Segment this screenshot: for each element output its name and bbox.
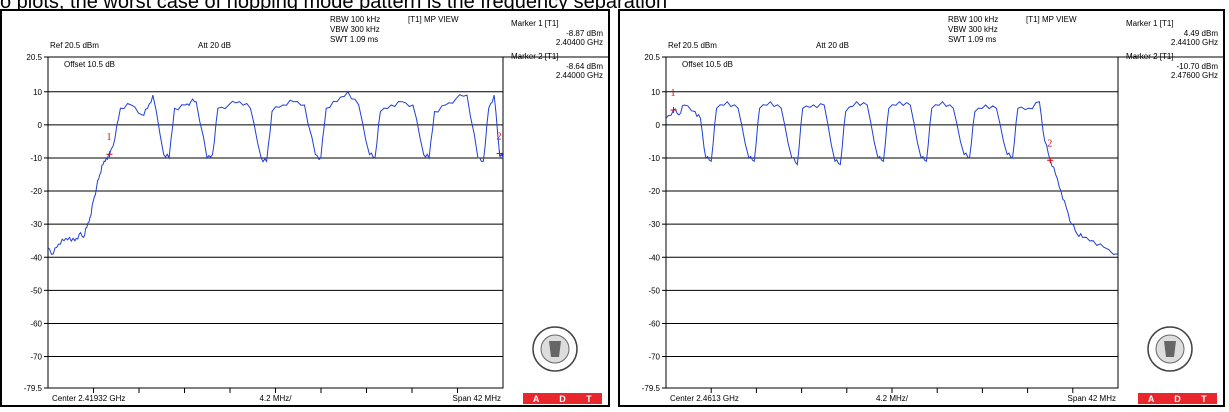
marker-1-number: 1	[107, 132, 112, 143]
marker-2-level: -10.70 dBm	[1177, 62, 1219, 71]
span-label: Span 42 MHz	[1068, 394, 1116, 403]
y-tick-label: -10	[648, 154, 660, 163]
center-frequency-label: Center 2.41932 GHz	[52, 394, 125, 403]
division-label: 4.2 MHz/	[259, 394, 292, 403]
y-tick-label: -30	[648, 220, 660, 229]
spectrum-panel-right: RBW 100 kHz VBW 300 kHz SWT 1.09 ms [T1] MP…	[618, 9, 1225, 407]
adt-letter: T	[1201, 394, 1207, 404]
plot-frame	[665, 56, 1119, 389]
y-tick-label: 0	[38, 121, 43, 130]
y-tick-label: 10	[651, 88, 660, 97]
y-tick-label: -40	[30, 253, 42, 262]
y-tick-label: -20	[648, 187, 660, 196]
ref-level-label: Ref 20.5 dBm	[50, 41, 99, 50]
view-label: [T1] MP VIEW	[408, 15, 459, 24]
y-tick-label: -30	[30, 220, 42, 229]
rbw-label: RBW 100 kHz	[330, 15, 380, 24]
marker-2-freq: 2.44000 GHz	[556, 71, 603, 80]
marker-1-freq: 2.44100 GHz	[1171, 38, 1218, 47]
marker-2-number: 2	[1047, 138, 1052, 149]
swt-label: SWT 1.09 ms	[330, 35, 378, 44]
attenuation-label: Att 20 dB	[816, 41, 849, 50]
adt-letter: A	[1148, 394, 1155, 404]
offset-label: Offset 10.5 dB	[682, 60, 733, 69]
y-tick-label: -70	[648, 353, 660, 362]
y-tick-label: -79.5	[24, 384, 43, 393]
vbw-label: VBW 300 kHz	[948, 25, 998, 34]
marker-2-level: -8.64 dBm	[566, 62, 603, 71]
seal-figure-icon	[549, 341, 561, 357]
y-tick-label: -79.5	[642, 384, 661, 393]
y-tick-label: 0	[656, 121, 661, 130]
span-label: Span 42 MHz	[453, 394, 501, 403]
y-tick-label: 20.5	[26, 53, 42, 62]
marker-1-label: Marker 1 [T1]	[511, 19, 559, 28]
adt-bar	[523, 393, 602, 404]
marker-1-level: 4.49 dBm	[1184, 29, 1219, 38]
y-tick-label: -70	[30, 353, 42, 362]
y-tick-label: -60	[648, 319, 660, 328]
marker-1-level: -8.87 dBm	[566, 29, 603, 38]
y-tick-label: -40	[648, 253, 660, 262]
y-tick-label: 10	[33, 88, 42, 97]
y-tick-label: -50	[30, 286, 42, 295]
spectrum-panel-left: RBW 100 kHz VBW 300 kHz SWT 1.09 ms [T1] MP…	[0, 9, 610, 407]
division-label: 4.2 MHz/	[876, 394, 909, 403]
adt-letter: A	[533, 394, 540, 404]
spectrum-trace	[665, 100, 1119, 255]
marker-2-number: 2	[497, 131, 502, 142]
y-tick-label: -20	[30, 187, 42, 196]
seal-figure-icon	[1164, 341, 1176, 357]
ref-level-label: Ref 20.5 dBm	[668, 41, 717, 50]
marker-1-number: 1	[671, 88, 676, 99]
offset-label: Offset 10.5 dB	[64, 60, 115, 69]
y-tick-label: -10	[30, 154, 42, 163]
y-tick-label: -50	[648, 286, 660, 295]
y-tick-label: 20.5	[644, 53, 660, 62]
adt-letter: T	[586, 394, 592, 404]
attenuation-label: Att 20 dB	[198, 41, 231, 50]
center-frequency-label: Center 2.4613 GHz	[670, 394, 739, 403]
view-label: [T1] MP VIEW	[1026, 15, 1077, 24]
marker-1-freq: 2.40400 GHz	[556, 38, 603, 47]
spectrum-trace	[47, 90, 504, 255]
adt-letter: D	[1174, 394, 1181, 404]
adt-letter: D	[559, 394, 566, 404]
y-tick-label: -60	[30, 319, 42, 328]
marker-1-label: Marker 1 [T1]	[1126, 19, 1174, 28]
vbw-label: VBW 300 kHz	[330, 25, 380, 34]
marker-2-freq: 2.47600 GHz	[1171, 71, 1218, 80]
rbw-label: RBW 100 kHz	[948, 15, 998, 24]
swt-label: SWT 1.09 ms	[948, 35, 996, 44]
adt-bar	[1138, 393, 1217, 404]
